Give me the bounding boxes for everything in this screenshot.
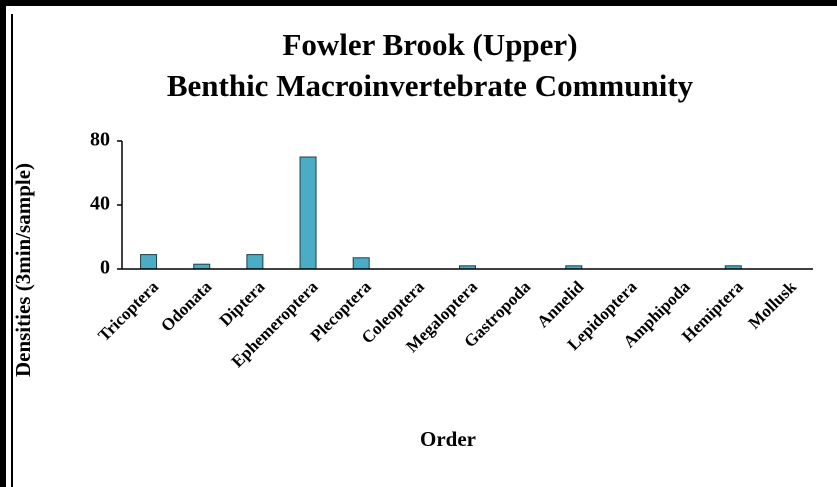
chart-title: Fowler Brook (Upper) bbox=[282, 27, 577, 62]
y-tick-label: 80 bbox=[90, 129, 110, 151]
bar bbox=[352, 257, 370, 270]
x-axis-label: Order bbox=[420, 427, 476, 451]
bar bbox=[140, 254, 158, 270]
y-tick-label: 40 bbox=[90, 193, 110, 215]
chart-title: Benthic Macroinvertebrate Community bbox=[167, 68, 694, 103]
y-tick-label: 0 bbox=[100, 257, 110, 279]
bar bbox=[299, 156, 317, 270]
bar bbox=[246, 254, 264, 270]
y-axis-label: Densities (3min/sample) bbox=[11, 163, 35, 377]
